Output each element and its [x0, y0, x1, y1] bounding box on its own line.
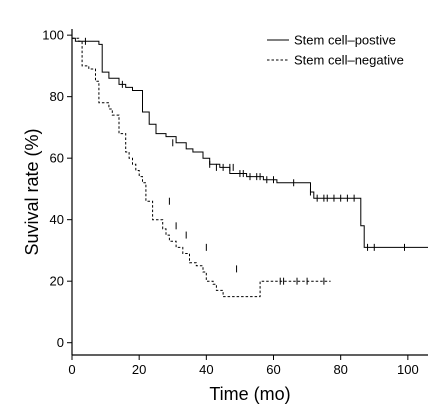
y-tick-label: 80 [50, 89, 64, 104]
legend-label-positive: Stem cell–postive [294, 33, 396, 48]
y-tick-label: 0 [57, 335, 64, 350]
x-tick-label: 0 [68, 362, 75, 377]
series-line-positive [72, 37, 428, 248]
x-axis-title: Time (mo) [209, 384, 290, 404]
x-tick-label: 100 [397, 362, 419, 377]
y-tick-label: 40 [50, 212, 64, 227]
plot-frame [71, 29, 428, 356]
x-tick-label: 20 [132, 362, 146, 377]
series-line-negative [72, 37, 331, 298]
x-tick-label: 60 [266, 362, 280, 377]
x-tick-label: 80 [333, 362, 347, 377]
y-tick-label: 20 [50, 274, 64, 289]
axis-ticks: 0 20 40 60 80 100 0 20 40 60 80 100 [42, 28, 418, 377]
legend-label-negative: Stem cell–negative [294, 53, 404, 68]
legend: Stem cell–postive Stem cell–negative [267, 33, 404, 68]
series-layer [72, 37, 428, 298]
y-axis-title: Suvival rate (%) [22, 128, 42, 255]
x-tick-label: 40 [199, 362, 213, 377]
y-tick-label: 60 [50, 151, 64, 166]
y-tick-label: 100 [42, 28, 64, 43]
